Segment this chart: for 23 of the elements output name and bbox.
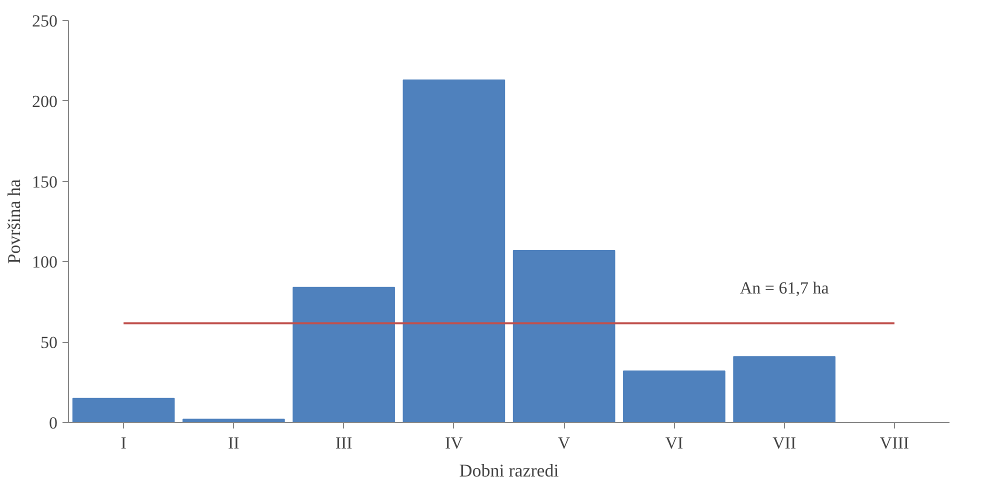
- y-tick-label: 0: [49, 414, 58, 432]
- x-tick-label: VI: [665, 434, 684, 452]
- x-tick-label: IV: [444, 434, 464, 452]
- x-tick-label: VIII: [880, 434, 910, 452]
- y-tick-label: 150: [32, 172, 58, 192]
- x-tick-label: V: [558, 434, 571, 452]
- x-tick-label: III: [335, 434, 353, 452]
- bar: [733, 356, 836, 422]
- y-tick-label: 50: [40, 333, 58, 352]
- y-tick-label: 250: [32, 12, 58, 30]
- ref-line-label: An = 61,7 ha: [740, 278, 830, 298]
- bar: [402, 79, 506, 422]
- x-tick-label: II: [228, 434, 240, 452]
- x-tick-label: VII: [772, 434, 796, 452]
- bar: [512, 250, 616, 422]
- bar: [292, 286, 395, 422]
- y-tick-label: 200: [32, 92, 58, 111]
- bar: [623, 370, 726, 422]
- x-tick-label: I: [120, 434, 127, 452]
- x-axis-title: Dobni razredi: [459, 460, 559, 480]
- y-axis-title: Površina ha: [4, 179, 24, 264]
- y-tick-label: 100: [32, 252, 58, 272]
- bar: [72, 398, 175, 422]
